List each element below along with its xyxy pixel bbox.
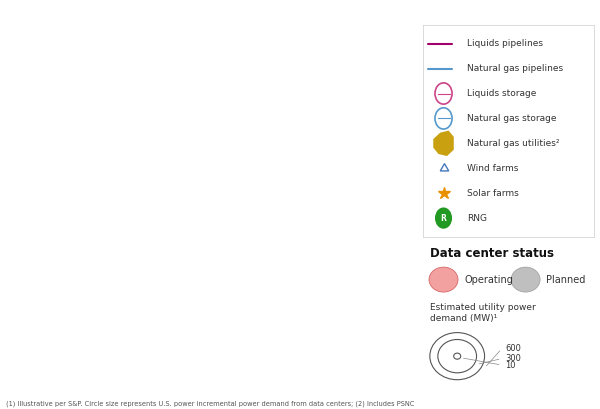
Circle shape — [511, 267, 540, 292]
Circle shape — [435, 207, 452, 229]
Text: RNG: RNG — [467, 213, 487, 222]
Text: Estimated utility power
demand (MW)¹: Estimated utility power demand (MW)¹ — [430, 303, 536, 323]
Text: Liquids pipelines: Liquids pipelines — [467, 39, 544, 48]
Text: Operating: Operating — [464, 274, 513, 285]
Text: 300: 300 — [505, 354, 521, 363]
Text: (1) Illustrative per S&P. Circle size represents U.S. power incremental power de: (1) Illustrative per S&P. Circle size re… — [6, 400, 415, 407]
Text: Natural gas pipelines: Natural gas pipelines — [467, 64, 563, 73]
Text: Planned: Planned — [546, 274, 586, 285]
Text: 600: 600 — [505, 344, 521, 353]
Text: Liquids storage: Liquids storage — [467, 89, 537, 98]
Circle shape — [435, 108, 452, 129]
Text: Natural gas storage: Natural gas storage — [467, 114, 557, 123]
Circle shape — [435, 83, 452, 104]
Text: Data center status: Data center status — [430, 247, 554, 260]
Text: Natural gas utilities²: Natural gas utilities² — [467, 139, 560, 148]
Circle shape — [429, 267, 458, 292]
Text: R: R — [440, 213, 446, 222]
Text: Wind farms: Wind farms — [467, 164, 519, 173]
Text: 10: 10 — [505, 361, 515, 370]
Text: Solar farms: Solar farms — [467, 189, 519, 198]
Polygon shape — [433, 130, 454, 156]
